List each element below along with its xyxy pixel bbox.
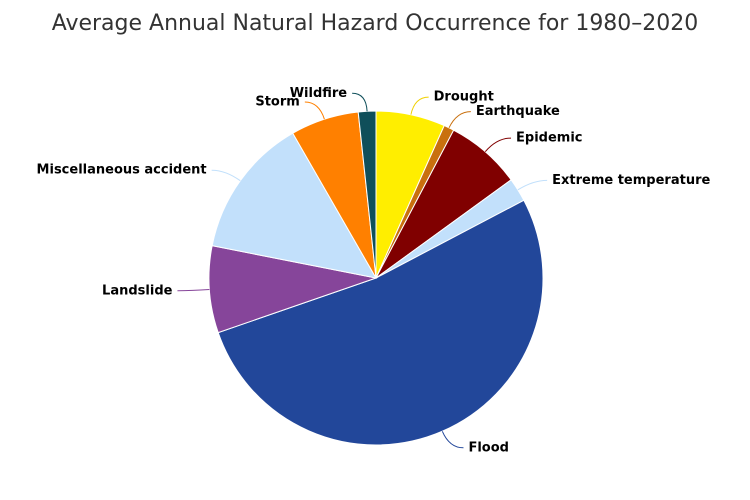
- slice-label: Wildfire: [290, 86, 348, 101]
- slice-label: Epidemic: [516, 131, 582, 146]
- pie-slice: [357, 110, 377, 279]
- leader-line: [517, 179, 548, 191]
- pie-slice: [208, 245, 378, 334]
- leader-line: [177, 289, 210, 292]
- slice-label: Storm: [255, 95, 299, 110]
- chart-title: Average Annual Natural Hazard Occurrence…: [52, 11, 699, 36]
- leader-line: [484, 137, 512, 153]
- leader-line: [448, 111, 471, 129]
- pie-slice: [217, 199, 544, 446]
- leader-line: [410, 96, 429, 115]
- slice-label: Landslide: [102, 283, 173, 298]
- slice-label: Flood: [468, 440, 509, 455]
- leader-line: [352, 92, 368, 112]
- slice-label: Earthquake: [476, 104, 560, 119]
- slice-label: Extreme temperature: [552, 173, 710, 188]
- slice-label: Miscellaneous accident: [37, 163, 207, 178]
- leader-line: [211, 169, 241, 182]
- slice-label: Drought: [434, 90, 494, 105]
- leader-line: [304, 101, 325, 120]
- leader-line: [441, 431, 464, 449]
